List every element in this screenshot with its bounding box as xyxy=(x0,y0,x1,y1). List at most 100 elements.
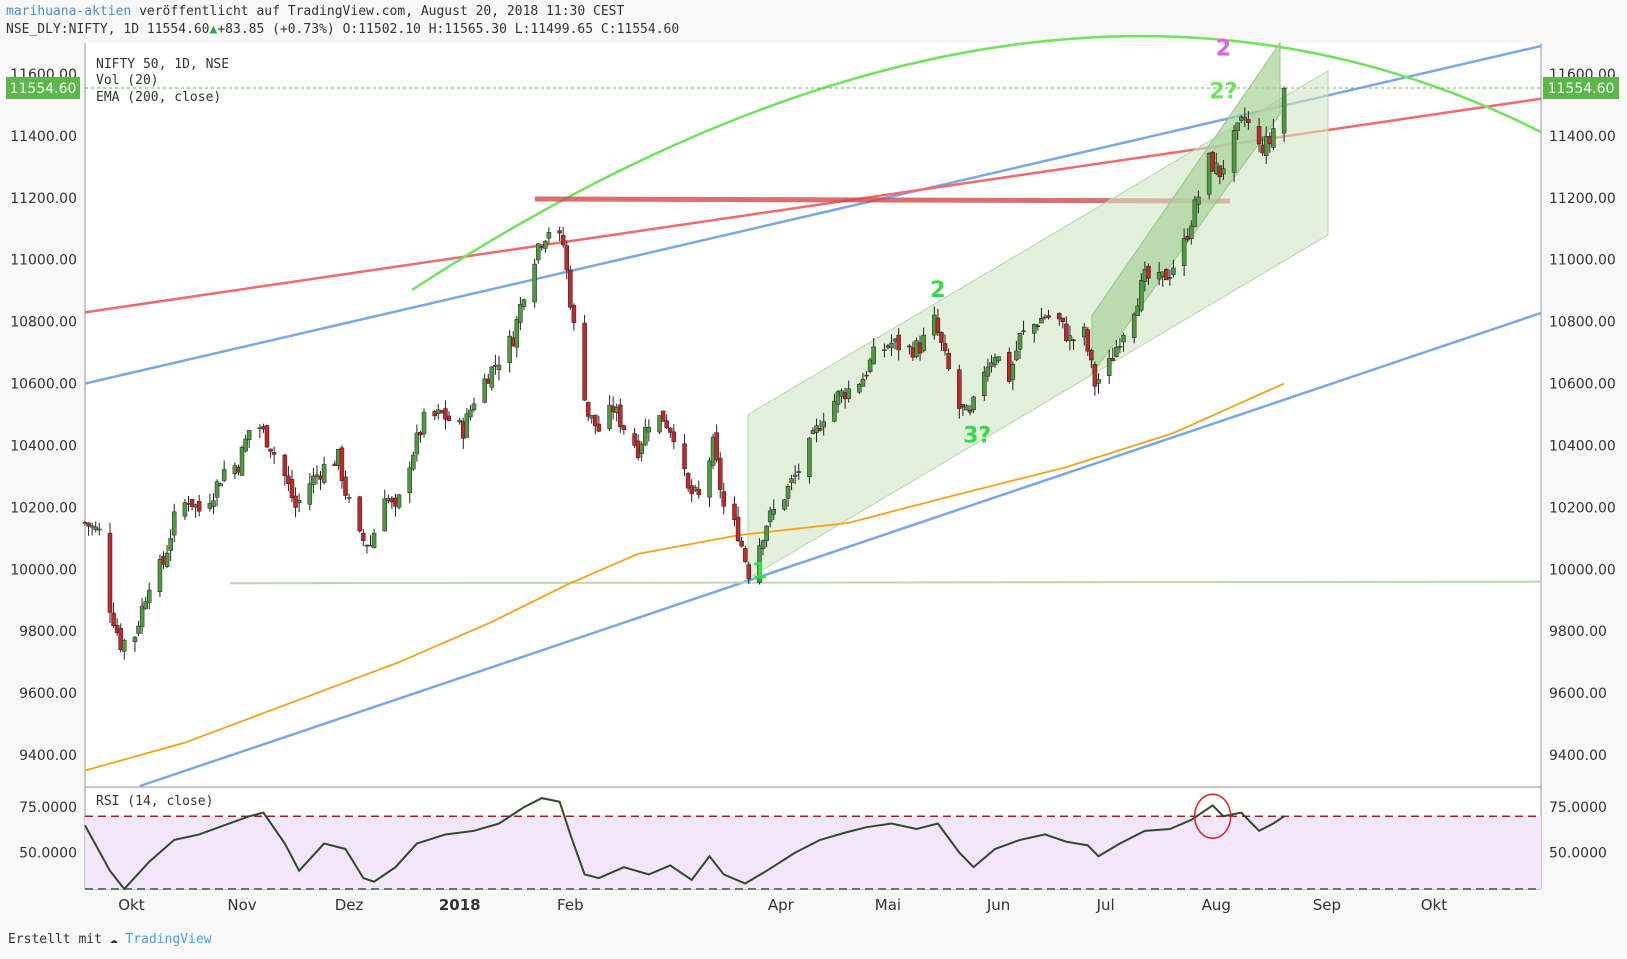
candle-body xyxy=(821,421,826,428)
candle-body xyxy=(146,589,152,603)
candle-body xyxy=(942,343,948,352)
candle-body xyxy=(721,491,727,507)
candle-body xyxy=(682,443,687,470)
rsi-tick-label-left: 75.0000 xyxy=(19,800,77,816)
candle-body xyxy=(882,349,887,352)
time-tick-label[interactable]: Jun xyxy=(986,896,1010,914)
chart-header-line1: marihuana-aktien veröffentlicht auf Trad… xyxy=(6,4,624,19)
candle-body xyxy=(1131,313,1137,338)
candle-body xyxy=(468,409,473,418)
time-tick-label[interactable]: Dez xyxy=(335,896,364,914)
candle-body xyxy=(171,511,177,536)
candle-body xyxy=(221,469,227,481)
candle-body xyxy=(817,428,823,431)
time-tick-label[interactable]: Okt xyxy=(1421,896,1447,914)
candle-body xyxy=(189,498,195,507)
high-value: 11565.30 xyxy=(444,22,507,37)
candle-body xyxy=(514,318,520,348)
candle-body xyxy=(692,487,698,491)
candle-body xyxy=(1167,277,1173,279)
candle-body xyxy=(1046,315,1051,318)
candle-body xyxy=(382,498,388,532)
time-tick-label[interactable]: Aug xyxy=(1202,896,1231,914)
rsi-line xyxy=(84,797,1285,891)
candle-body xyxy=(182,502,188,517)
candle-body xyxy=(521,299,527,307)
candle-body xyxy=(792,474,798,477)
candle-body xyxy=(764,525,769,541)
candle-body xyxy=(414,432,420,455)
last-price-text: 11554.60 xyxy=(146,22,210,37)
candle-body xyxy=(864,374,869,377)
candle-body xyxy=(443,408,448,420)
tradingview-link[interactable]: TradingView xyxy=(125,932,212,947)
time-tick-label[interactable]: Jul xyxy=(1096,896,1115,914)
tradingview-cloud-icon: ☁ xyxy=(109,932,118,947)
candle-body xyxy=(1106,358,1112,376)
candle-body xyxy=(1117,346,1123,348)
candle-body xyxy=(789,478,794,484)
candle-body xyxy=(339,447,345,481)
candle-body xyxy=(1189,225,1194,239)
candle-body xyxy=(546,231,552,239)
price-tick-label-left: 11400.00 xyxy=(10,129,77,145)
legend-volume: Vol (20) xyxy=(96,73,159,88)
green-support-line xyxy=(229,580,1542,585)
price-tick-label-right: 10000.00 xyxy=(1549,562,1616,578)
price-tick-label-right: 11200.00 xyxy=(1549,191,1616,207)
candle-body xyxy=(1246,119,1251,123)
author-link[interactable]: marihuana-aktien xyxy=(6,4,132,19)
candle-body xyxy=(489,366,495,388)
candle-body xyxy=(967,409,973,413)
rsi-highlight-circle xyxy=(1193,793,1232,840)
candle-body xyxy=(196,501,202,512)
time-tick-label[interactable]: Sep xyxy=(1313,896,1341,914)
rsi-tick-label-right: 75.0000 xyxy=(1549,800,1607,816)
candle-body xyxy=(107,532,113,613)
wave-label: 2? xyxy=(1209,80,1237,105)
candle-body xyxy=(785,486,791,499)
candle-body xyxy=(1281,88,1287,134)
candle-body xyxy=(607,404,612,429)
candle-body xyxy=(889,342,894,349)
candle-body xyxy=(168,538,173,551)
candle-body xyxy=(464,413,470,438)
candle-body xyxy=(1035,325,1041,328)
up-arrow-icon: ▲ xyxy=(209,22,218,37)
candle-body xyxy=(1014,350,1019,361)
price-tick-label-left: 9600.00 xyxy=(19,686,77,702)
time-tick-label[interactable]: Mai xyxy=(875,896,901,914)
time-tick-label[interactable]: Okt xyxy=(118,896,144,914)
price-tick-label-left: 10800.00 xyxy=(10,315,77,331)
candle-body xyxy=(246,430,252,441)
last-price-tag-left-text: 11554.60 xyxy=(10,81,77,97)
candle-body xyxy=(507,335,512,363)
last-price-tag-left xyxy=(6,77,80,100)
price-tick-label-right: 10400.00 xyxy=(1549,438,1616,454)
candle-body xyxy=(860,378,866,387)
candle-body xyxy=(921,334,926,352)
time-tick-label[interactable]: Apr xyxy=(768,896,795,914)
candle-body xyxy=(1071,339,1076,342)
wave-label: 1 xyxy=(752,560,767,585)
candle-body xyxy=(857,384,862,393)
candle-body xyxy=(1171,267,1176,275)
open-label: O: xyxy=(342,22,359,37)
candle-body xyxy=(132,636,138,643)
candle-body xyxy=(767,510,773,523)
candle-body xyxy=(1067,335,1073,342)
change-text: +83.85 (+0.73%) xyxy=(217,22,335,37)
candle-body xyxy=(643,427,648,446)
candle-body xyxy=(596,423,602,432)
candle-body xyxy=(1064,323,1069,341)
time-tick-label[interactable]: Feb xyxy=(557,896,584,914)
time-tick-label[interactable]: 2018 xyxy=(439,896,481,914)
candle-body xyxy=(571,305,577,323)
time-tick-label[interactable]: Nov xyxy=(227,896,256,914)
candle-body xyxy=(660,410,666,422)
candle-body xyxy=(139,605,145,628)
candle-body xyxy=(1271,128,1276,148)
last-price-tag-right xyxy=(1543,77,1619,100)
candle-body xyxy=(618,404,623,428)
